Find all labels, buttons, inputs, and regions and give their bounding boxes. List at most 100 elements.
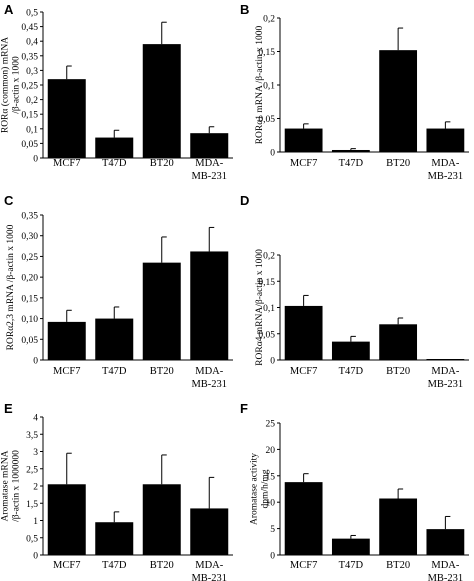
y-tick-label: 0 [33,552,38,562]
y-tick-label: 0,2 [263,15,275,25]
chart-panel-a: A 0 0,05 0,1 0,15 0,2 0,25 0,3 0,35 0,4 0,45 0,5 ROR… [0,2,233,182]
y-tick-label: 0 [270,357,275,367]
bar [426,529,465,555]
category-label: MDA- [195,366,224,377]
category-label: MDA- [195,560,224,571]
y-tick-label: 3,5 [26,431,38,441]
y-tick-label: 0,05 [21,140,38,150]
bar [284,128,323,152]
bar [426,359,465,360]
bar [142,484,181,555]
y-axis-label: RORα (common) mRNA [0,37,11,133]
category-label: MCF7 [53,366,80,377]
y-tick-label: 0,15 [21,294,38,304]
y-axis-label: Aromatase activity [250,453,260,525]
y-tick-label: 0 [270,552,275,562]
y-tick-label: 0 [270,149,275,159]
category-label: MB-231 [191,171,227,182]
y-tick-label: 4 [33,414,38,424]
panel-letter: F [240,401,248,416]
category-label: T47D [102,158,127,169]
y-tick-label: 2,5 [26,465,38,475]
y-tick-label: 0,15 [258,48,275,58]
y-tick-label: 15 [266,472,276,482]
category-label: MB-231 [428,379,464,390]
panel-letter: C [4,193,14,208]
bar [284,482,323,555]
category-label: MDA- [431,560,460,571]
y-axis-label: /β-actin x 1000000 [12,450,22,522]
y-tick-label: 0,05 [258,115,275,125]
bar [331,538,370,555]
y-tick-label: 1,5 [26,500,38,510]
category-label: MB-231 [191,379,227,390]
category-label: BT20 [150,560,174,571]
category-label: T47D [339,158,364,169]
category-label: MB-231 [428,573,464,581]
category-label: MCF7 [290,366,317,377]
y-axis-label: Aromatase mRNA [1,450,11,521]
y-tick-label: 0,1 [263,304,275,314]
bar [379,324,418,360]
category-label: MB-231 [191,573,227,581]
bar [142,44,181,159]
bar [142,262,181,360]
y-tick-label: 0,5 [26,534,38,544]
category-label: BT20 [150,158,174,169]
y-tick-label: 20 [266,446,276,456]
panel-letter: E [4,401,13,416]
panel-letter: A [4,2,14,17]
y-axis-label: RORα2,3 mRNA /β-actin x 1000 [6,224,16,350]
panel-letter: B [240,2,249,17]
y-tick-label: 0,35 [21,212,38,222]
y-tick-label: 0,15 [21,111,38,121]
y-tick-label: 0,25 [21,253,38,263]
y-tick-label: 0,10 [21,315,38,325]
y-tick-label: 0,45 [21,23,38,33]
y-tick-label: 0,2 [26,96,38,106]
bar [331,341,370,360]
category-label: MCF7 [53,560,80,571]
bar [190,508,229,555]
y-tick-label: 0,1 [26,125,38,135]
category-label: T47D [102,366,127,377]
bar [426,128,465,152]
category-label: T47D [339,366,364,377]
bar [47,321,86,360]
chart-panel-f: F 0 5 10 15 20 25 Aromatase activity dpm/h/mg MCF… [240,401,469,581]
y-tick-label: 1 [33,517,38,527]
panel-letter: D [240,193,249,208]
bar [379,498,418,555]
y-tick-label: 2 [33,483,38,493]
y-tick-label: 0,15 [258,278,275,288]
y-tick-label: 0,25 [21,82,38,92]
category-label: MDA- [431,366,460,377]
y-tick-label: 0 [33,357,38,367]
y-axis-label: RORα4 mRNA/β-actin x 1000 [255,249,265,366]
bar [190,251,229,360]
y-tick-label: 0,1 [263,82,275,92]
category-label: BT20 [386,158,410,169]
y-tick-label: 10 [266,499,276,509]
category-label: MDA- [431,158,460,169]
y-tick-label: 0,2 [263,252,275,262]
y-tick-label: 0,05 [21,336,38,346]
bar [47,484,86,555]
chart-panel-e: E 0 0,5 1 1,5 2 2,5 3 3,5 4 Aromatase mRNA/β-actin… [1,401,233,581]
bar [190,133,229,158]
bar [331,149,370,152]
y-tick-label: 0,3 [26,67,38,77]
category-label: BT20 [150,366,174,377]
y-tick-label: 0,05 [258,330,275,340]
category-label: MB-231 [428,171,464,182]
y-tick-label: 5 [270,525,275,535]
y-tick-label: 0,30 [21,232,38,242]
category-label: BT20 [386,366,410,377]
y-axis-label: dpm/h/mg [261,469,271,508]
y-tick-label: 0,4 [26,38,38,48]
y-tick-label: 0 [33,155,38,165]
category-label: MCF7 [290,560,317,571]
